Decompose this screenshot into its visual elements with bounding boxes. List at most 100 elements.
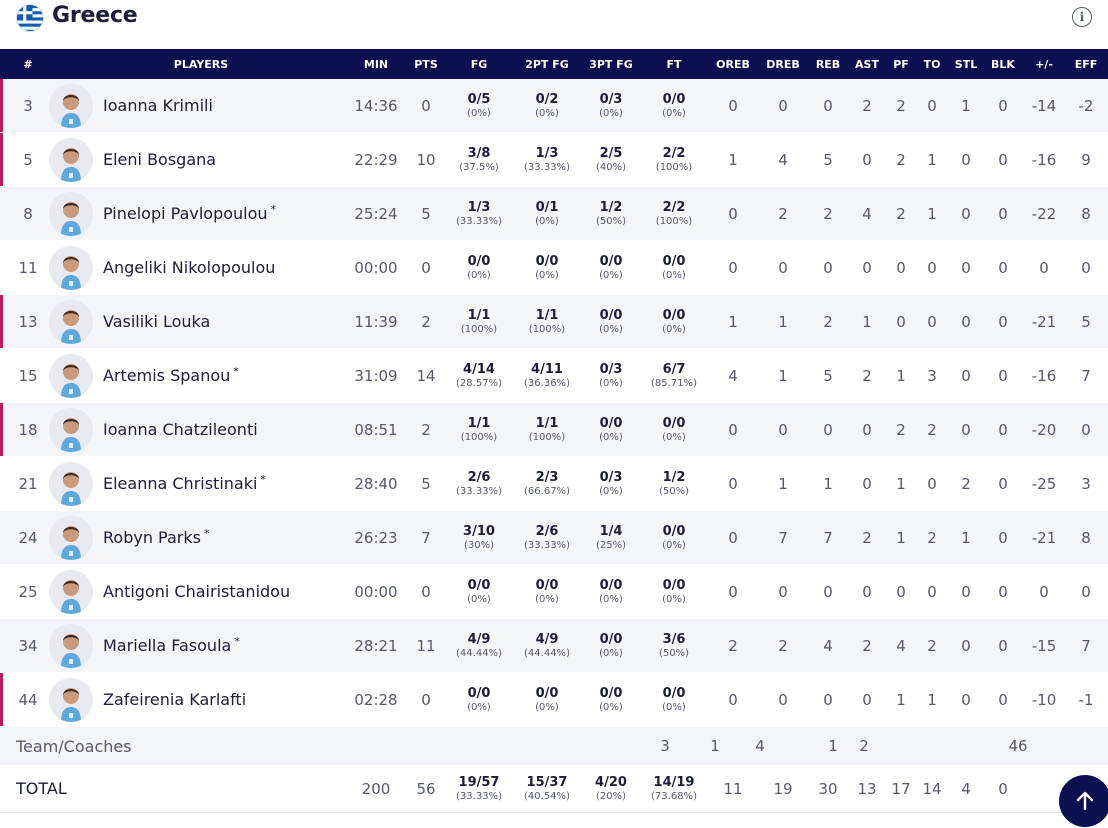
player-plus-minus: -21 [1031,528,1057,547]
player-cell[interactable]: Angeliki Nikolopoulou [49,245,346,290]
player-name[interactable]: Vasiliki Louka [103,312,211,331]
player-3pt-made: 0/0 [599,307,623,323]
player-min: 31:09 [354,366,398,385]
player-cell[interactable]: Ioanna Chatzileonti [49,407,346,452]
table-row[interactable]: 3 Ioanna Krimili 14:36 0 0/5 (0%) 0/2 (0… [0,79,1108,133]
player-cell[interactable]: Artemis Spanou * [49,353,346,398]
player-2pt-pct: (33.33%) [524,539,570,551]
table-row[interactable]: 21 Eleanna Christinaki * 28:40 5 2/6 (33… [0,457,1108,511]
player-name[interactable]: Robyn Parks [103,528,201,547]
player-ft: 0/0 (0%) [640,93,708,119]
table-row[interactable]: 24 Robyn Parks * 26:23 7 3/10 (30%) 2/6 … [0,511,1108,565]
table-row[interactable]: 5 Eleni Bosgana 22:29 10 3/8 (37.5%) 1/3… [0,133,1108,187]
player-2pt: 4/9 (44.44%) [512,633,582,659]
player-avatar [49,569,93,614]
table-row[interactable]: 11 Angeliki Nikolopoulou 00:00 0 0/0 (0%… [0,241,1108,295]
col-header-fg[interactable]: FG [470,57,488,71]
col-header-players[interactable]: PLAYERS [173,57,229,71]
col-header-min[interactable]: MIN [363,57,389,71]
player-fg-made: 4/9 [467,631,491,647]
player-name[interactable]: Mariella Fasoula [103,636,232,655]
player-avatar [49,353,93,398]
player-to: 3 [927,366,937,385]
player-pf: 2 [896,204,906,223]
info-icon[interactable]: i [1072,7,1092,27]
col-header-2pt-fg[interactable]: 2PT FG [525,57,569,71]
col-header-to[interactable]: TO [923,57,941,71]
table-row[interactable]: 13 Vasiliki Louka 11:39 2 1/1 (100%) 1/1… [0,295,1108,349]
col-header-number[interactable]: # [23,57,33,71]
col-header-blk[interactable]: BLK [991,57,1015,71]
total-3pt: 4/20 (20%) [582,776,640,802]
player-3pt-pct: (50%) [595,215,627,227]
player-cell[interactable]: Vasiliki Louka [49,299,346,344]
player-name[interactable]: Pinelopi Pavlopoulou [103,204,268,223]
player-cell[interactable]: Eleanna Christinaki * [49,461,346,506]
total-3pt-made: 4/20 [595,774,627,790]
player-cell[interactable]: Robyn Parks * [49,515,346,560]
player-eff: 8 [1081,204,1091,223]
table-row[interactable]: 34 Mariella Fasoula * 28:21 11 4/9 (44.4… [0,619,1108,673]
player-ft-pct: (85.71%) [651,377,697,389]
player-name[interactable]: Antigoni Chairistanidou [103,582,291,601]
table-row[interactable]: 44 Zafeirenia Karlafti 02:28 0 0/0 (0%) … [0,673,1108,727]
scroll-to-top-button[interactable] [1059,775,1108,827]
table-row[interactable]: 25 Antigoni Chairistanidou 00:00 0 0/0 (… [0,565,1108,619]
player-cell[interactable]: Antigoni Chairistanidou [49,569,346,614]
player-blk: 0 [998,258,1008,277]
player-2pt-made: 1/3 [535,145,559,161]
player-number: 11 [18,258,38,277]
table-row[interactable]: 8 Pinelopi Pavlopoulou * 25:24 5 1/3 (33… [0,187,1108,241]
player-name[interactable]: Artemis Spanou [103,366,231,385]
player-cell[interactable]: Ioanna Krimili [49,83,346,128]
player-cell[interactable]: Eleni Bosgana [49,137,346,182]
col-header-plus-minus[interactable]: +/- [1035,57,1053,71]
col-header-dreb[interactable]: DREB [766,57,800,71]
player-dreb: 1 [778,312,788,331]
player-dreb: 0 [778,582,788,601]
player-cell[interactable]: Mariella Fasoula * [49,623,346,668]
col-header-ft[interactable]: FT [666,57,682,71]
player-fg-made: 2/6 [467,469,491,485]
player-plus-minus: -15 [1031,636,1057,655]
col-header-ast[interactable]: AST [855,57,879,71]
col-header-pts[interactable]: PTS [414,57,438,71]
player-reb: 0 [823,690,833,709]
player-name[interactable]: Eleanna Christinaki [103,474,258,493]
player-2pt: 1/3 (33.33%) [512,147,582,173]
player-stl: 0 [961,258,971,277]
player-rows: 3 Ioanna Krimili 14:36 0 0/5 (0%) 0/2 (0… [0,79,1108,727]
player-name[interactable]: Eleni Bosgana [103,150,217,169]
player-cell[interactable]: Zafeirenia Karlafti [49,677,346,722]
col-header-eff[interactable]: EFF [1074,57,1098,71]
player-min: 28:40 [354,474,398,493]
table-row[interactable]: 18 Ioanna Chatzileonti 08:51 2 1/1 (100%… [0,403,1108,457]
player-3pt: 0/0 (0%) [582,255,640,281]
player-name[interactable]: Ioanna Krimili [103,96,213,115]
player-eff: 7 [1081,366,1091,385]
player-3pt: 0/3 (0%) [582,93,640,119]
player-ft-pct: (0%) [662,323,686,335]
player-cell[interactable]: Pinelopi Pavlopoulou * [49,191,346,236]
player-pts: 0 [421,258,431,277]
player-2pt-made: 4/9 [535,631,559,647]
col-header-oreb[interactable]: OREB [716,57,750,71]
player-oreb: 1 [728,312,738,331]
player-2pt-pct: (33.33%) [524,161,570,173]
stats-table-header: # PLAYERS MIN PTS FG 2PT FG 3PT FG FT OR… [0,49,1108,79]
col-header-pf[interactable]: PF [893,57,909,71]
total-fg: 19/57 (33.33%) [446,776,512,802]
player-dreb: 0 [778,690,788,709]
player-name[interactable]: Zafeirenia Karlafti [103,690,247,709]
player-name[interactable]: Ioanna Chatzileonti [103,420,258,439]
player-name[interactable]: Angeliki Nikolopoulou [103,258,276,277]
player-fg-pct: (37.5%) [459,161,499,173]
col-header-stl[interactable]: STL [954,57,978,71]
player-oreb: 2 [728,636,738,655]
player-eff: -2 [1078,96,1094,115]
table-row[interactable]: 15 Artemis Spanou * 31:09 14 4/14 (28.57… [0,349,1108,403]
total-row: TOTAL 200 56 19/57 (33.33%) 15/37 (40.54… [0,765,1108,813]
col-header-reb[interactable]: REB [815,57,841,71]
player-dreb: 7 [778,528,788,547]
col-header-3pt-fg[interactable]: 3PT FG [589,57,633,71]
